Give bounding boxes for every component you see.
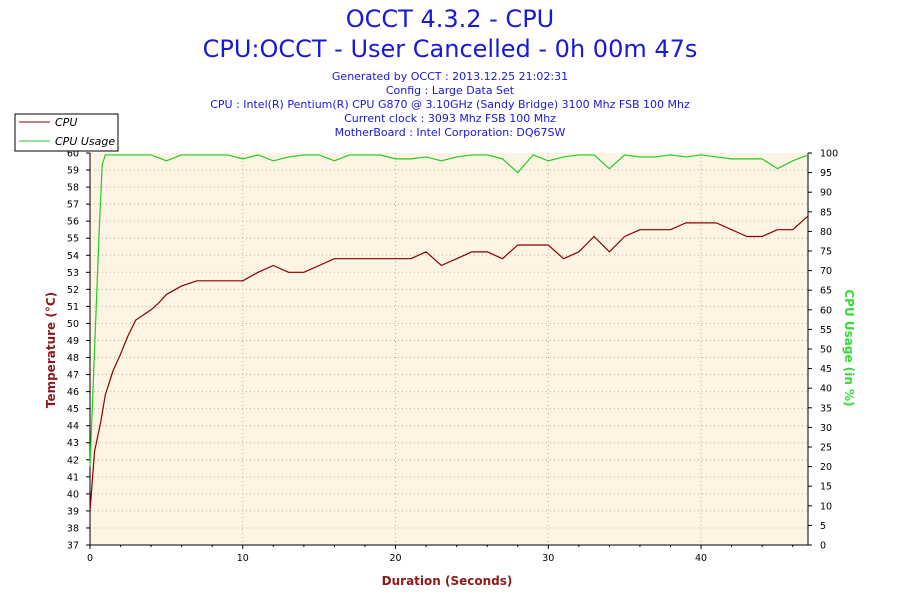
- y-tick-label: 43: [67, 438, 79, 449]
- y2-tick-label: 40: [820, 384, 832, 395]
- y-tick-label: 48: [67, 353, 79, 364]
- y-tick-label: 52: [67, 285, 79, 296]
- x-tick-label: 30: [542, 553, 554, 564]
- y-tick-label: 47: [67, 370, 79, 381]
- y-tick-label: 37: [67, 541, 79, 552]
- x-tick-label: 0: [87, 553, 93, 564]
- y2-tick-label: 100: [820, 149, 838, 160]
- grid-lines: [90, 153, 808, 545]
- series-line-cpu-usage: [89, 154, 809, 467]
- y-tick-label: 60: [67, 149, 79, 160]
- y-tick-label: 40: [67, 489, 79, 500]
- y-tick-label: 59: [67, 166, 79, 177]
- plot-area: [90, 153, 808, 545]
- axes: 3738394041424344454647484950515253545556…: [67, 149, 838, 565]
- y2-tick-label: 85: [820, 207, 832, 218]
- y2-tick-label: 60: [820, 305, 832, 316]
- y-tick-label: 49: [67, 336, 79, 347]
- y-tick-label: 50: [67, 319, 79, 330]
- y2-tick-label: 30: [820, 423, 832, 434]
- y-tick-label: 58: [67, 183, 79, 194]
- y2-tick-label: 50: [820, 345, 832, 356]
- y2-tick-label: 55: [820, 325, 832, 336]
- y-tick-label: 38: [67, 523, 79, 534]
- info-clock: Current clock : 3093 Mhz FSB 100 Mhz: [344, 112, 556, 125]
- series-line-cpu: [89, 215, 809, 511]
- y2-tick-label: 15: [820, 482, 832, 493]
- y2-tick-label: 25: [820, 443, 832, 454]
- y2-tick-label: 65: [820, 286, 832, 297]
- y2-axis-title: CPU Usage (in %): [842, 289, 856, 406]
- info-cpu: CPU : Intel(R) Pentium(R) CPU G870 @ 3.1…: [210, 98, 690, 111]
- x-tick-label: 40: [695, 553, 707, 564]
- y-axis-title: Temperature (°C): [44, 292, 58, 408]
- y-tick-label: 41: [67, 472, 79, 483]
- legend: CPU CPU Usage: [14, 113, 119, 152]
- chart-subtitle: CPU:OCCT - User Cancelled - 0h 00m 47s: [202, 35, 698, 63]
- x-axis-title: Duration (Seconds): [382, 574, 513, 588]
- info-generated: Generated by OCCT : 2013.12.25 21:02:31: [331, 70, 569, 83]
- y-tick-label: 42: [67, 455, 79, 466]
- y2-tick-label: 0: [820, 541, 826, 552]
- y-tick-label: 57: [67, 200, 79, 211]
- y2-tick-label: 95: [820, 168, 832, 179]
- legend-label-cpu-usage: CPU Usage: [55, 135, 115, 148]
- y-tick-label: 55: [67, 234, 79, 245]
- y-tick-label: 46: [67, 387, 79, 398]
- y2-tick-label: 75: [820, 247, 832, 258]
- y-tick-label: 44: [67, 421, 79, 432]
- y2-tick-label: 45: [820, 364, 832, 375]
- y-tick-label: 54: [67, 251, 79, 262]
- x-tick-label: 20: [389, 553, 401, 564]
- y-tick-label: 45: [67, 404, 79, 415]
- y-tick-label: 51: [67, 302, 79, 313]
- y2-tick-label: 70: [820, 266, 832, 277]
- legend-label-cpu: CPU: [55, 116, 77, 129]
- info-config: Config : Large Data Set: [385, 84, 515, 97]
- y-tick-label: 39: [67, 506, 79, 517]
- y2-tick-label: 20: [820, 462, 832, 473]
- y2-tick-label: 10: [820, 501, 832, 512]
- series-layer: [89, 154, 809, 511]
- info-motherboard: MotherBoard : Intel Corporation: DQ67SW: [334, 126, 566, 139]
- legend-box: [14, 113, 119, 152]
- x-tick-label: 10: [237, 553, 249, 564]
- chart-title: OCCT 4.3.2 - CPU: [345, 5, 555, 33]
- y-tick-label: 56: [67, 217, 79, 228]
- y2-tick-label: 90: [820, 188, 832, 199]
- y-tick-label: 53: [67, 268, 79, 279]
- y2-tick-label: 80: [820, 227, 832, 238]
- y2-tick-label: 5: [820, 521, 826, 532]
- y2-tick-label: 35: [820, 403, 832, 414]
